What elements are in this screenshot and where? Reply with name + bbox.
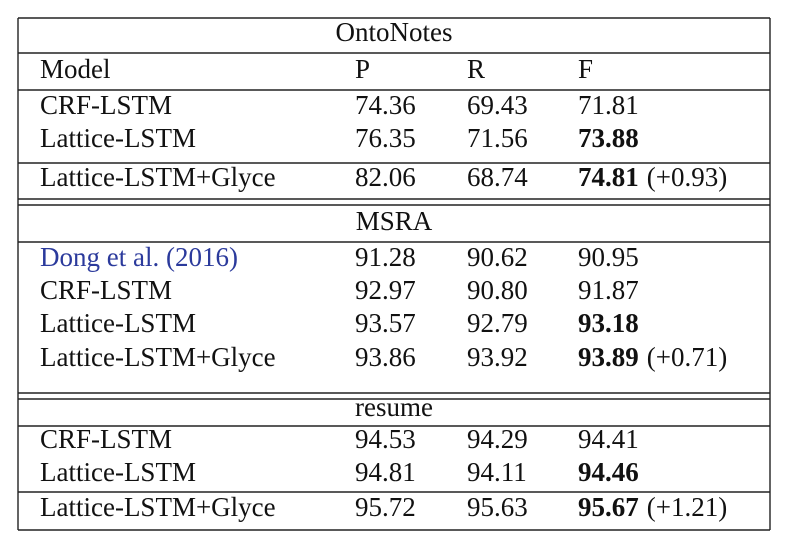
f-score: 90.95 [578,242,639,272]
model-name: Lattice-LSTM [40,457,196,487]
recall: 94.11 [467,457,527,487]
model-name: Lattice-LSTM+Glyce [40,492,276,522]
model-name: Lattice-LSTM [40,308,196,338]
f-score-cell: 93.89 (+0.71) [578,342,727,372]
improvement: (+0.71) [647,342,727,372]
f-score-cell: 90.95 [578,242,639,272]
model-name: CRF-LSTM [40,275,172,305]
recall: 90.80 [467,275,528,305]
column-header: P [355,54,370,84]
section-title: OntoNotes [336,17,453,47]
f-score: 73.88 [578,123,639,153]
recall: 94.29 [467,424,528,454]
model-name: Lattice-LSTM+Glyce [40,162,276,192]
precision: 74.36 [355,90,416,120]
precision: 94.81 [355,457,416,487]
precision: 95.72 [355,492,416,522]
model-name: CRF-LSTM [40,90,172,120]
recall: 93.92 [467,342,528,372]
model-name[interactable]: Dong et al. (2016) [40,242,238,272]
f-score: 91.87 [578,275,639,305]
f-score-cell: 93.18 [578,308,639,338]
section-title: MSRA [356,206,433,236]
improvement: (+1.21) [647,492,727,522]
f-score: 71.81 [578,90,639,120]
model-name: Lattice-LSTM+Glyce [40,342,276,372]
f-score: 74.81 [578,162,639,192]
precision: 94.53 [355,424,416,454]
f-score-cell: 71.81 [578,90,639,120]
precision: 82.06 [355,162,416,192]
f-score-cell: 74.81 (+0.93) [578,162,727,192]
f-score-cell: 94.41 [578,424,639,454]
f-score: 94.41 [578,424,639,454]
recall: 92.79 [467,308,528,338]
precision: 92.97 [355,275,416,305]
recall: 69.43 [467,90,528,120]
column-header: Model [40,54,111,84]
f-score: 94.46 [578,457,639,487]
f-score-cell: 95.67 (+1.21) [578,492,727,522]
improvement: (+0.93) [647,162,727,192]
f-score-cell: 94.46 [578,457,639,487]
precision: 76.35 [355,123,416,153]
recall: 71.56 [467,123,528,153]
f-score-cell: 91.87 [578,275,639,305]
f-score: 95.67 [578,492,639,522]
model-name: CRF-LSTM [40,424,172,454]
recall: 68.74 [467,162,528,192]
model-name: Lattice-LSTM [40,123,196,153]
precision: 91.28 [355,242,416,272]
column-header: R [467,54,485,84]
f-score: 93.18 [578,308,639,338]
precision: 93.57 [355,308,416,338]
section-title: resume [355,392,433,422]
column-header: F [578,54,593,84]
f-score: 93.89 [578,342,639,372]
precision: 93.86 [355,342,416,372]
f-score-cell: 73.88 [578,123,639,153]
recall: 90.62 [467,242,528,272]
recall: 95.63 [467,492,528,522]
